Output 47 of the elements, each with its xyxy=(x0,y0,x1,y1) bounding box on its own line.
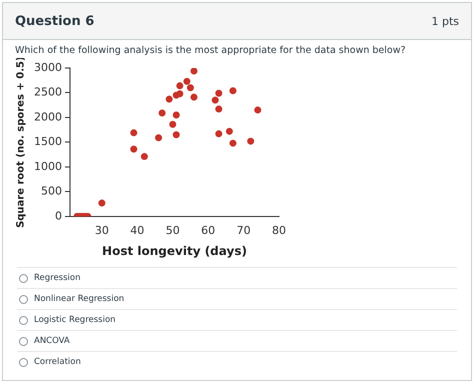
point xyxy=(169,120,176,128)
point xyxy=(166,96,173,103)
text: ANCOVA xyxy=(34,336,70,346)
point xyxy=(172,131,180,138)
point xyxy=(212,96,219,104)
point xyxy=(215,90,222,97)
y-tick-label: 1000 xyxy=(34,160,62,173)
y-tick-label: 1500 xyxy=(34,135,62,148)
y-tick-label: 2000 xyxy=(34,110,62,124)
point xyxy=(176,90,184,98)
point xyxy=(229,140,236,147)
point xyxy=(172,111,180,118)
point xyxy=(190,68,198,74)
y-tick-label: 3000 xyxy=(34,60,62,74)
point xyxy=(176,82,184,90)
x-axis-title: Host longevity (days) xyxy=(102,244,247,258)
text: 1 pts xyxy=(431,14,459,28)
point xyxy=(155,134,162,142)
text: Which of the following analysis is the most appropriate for the data shown below? xyxy=(15,45,406,56)
x-tick-label: 50 xyxy=(166,224,180,237)
point xyxy=(130,146,138,153)
x-tick-label: 70 xyxy=(236,224,251,237)
text: Regression xyxy=(34,273,80,283)
point xyxy=(183,78,190,85)
x-tick-label: 40 xyxy=(130,224,144,237)
point xyxy=(186,84,194,92)
point xyxy=(140,153,148,160)
text: Correlation xyxy=(34,357,81,367)
point xyxy=(158,110,166,117)
y-tick-label: 0 xyxy=(54,209,62,222)
x-tick-label: 30 xyxy=(94,224,109,237)
x-tick-label: 80 xyxy=(272,224,286,237)
y-tick-label: 2500 xyxy=(34,86,62,99)
text: Logistic Regression xyxy=(34,315,116,325)
point xyxy=(254,106,262,114)
text: Nonlinear Regression xyxy=(34,294,124,304)
point xyxy=(130,129,138,136)
point xyxy=(247,138,254,145)
point xyxy=(98,200,106,207)
y-tick-label: 500 xyxy=(40,184,62,198)
point xyxy=(190,94,198,101)
point xyxy=(215,106,222,113)
x-tick-label: 60 xyxy=(201,224,216,237)
point xyxy=(229,87,236,94)
point xyxy=(226,128,233,135)
point xyxy=(215,130,222,138)
text: Question 6 xyxy=(15,14,94,28)
